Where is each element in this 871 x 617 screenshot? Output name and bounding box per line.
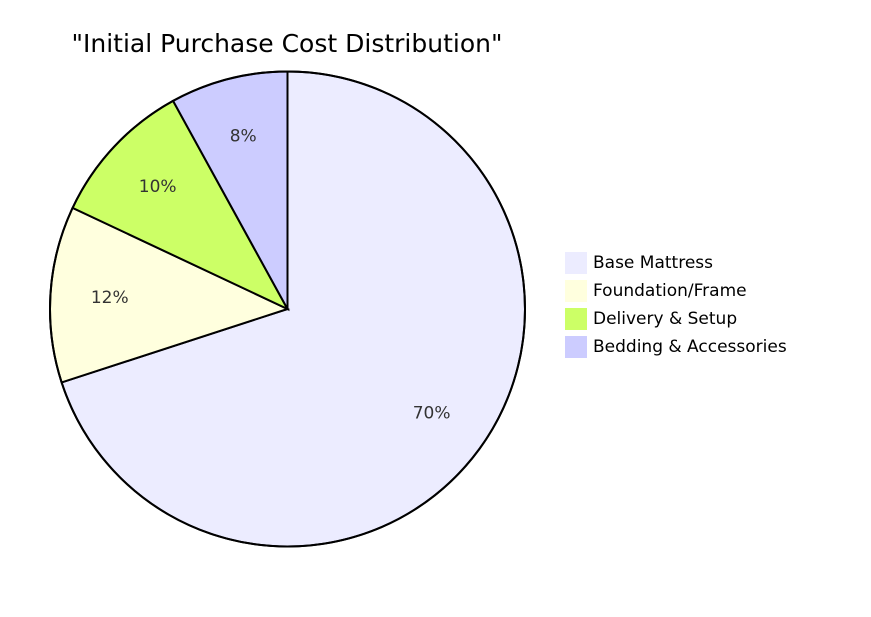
legend-swatch-base-mattress <box>565 252 587 274</box>
slice-label-foundation-frame: 12% <box>91 288 129 308</box>
legend-label-delivery-setup: Delivery & Setup <box>593 309 737 329</box>
slice-label-delivery-setup: 10% <box>139 177 177 197</box>
legend-item-delivery-setup: Delivery & Setup <box>565 308 737 330</box>
legend-swatch-delivery-setup <box>565 308 587 330</box>
legend-label-bedding-accessories: Bedding & Accessories <box>593 337 787 357</box>
legend-item-base-mattress: Base Mattress <box>565 252 713 274</box>
pie-slices <box>49 70 526 548</box>
legend-label-base-mattress: Base Mattress <box>593 253 713 273</box>
pie-outline <box>49 70 526 548</box>
legend-swatch-bedding-accessories <box>565 336 587 358</box>
slice-label-base-mattress: 70% <box>413 404 451 424</box>
legend: Base Mattress Foundation/Frame Delivery & … <box>565 252 787 358</box>
pie-slice-labels: 70% 12% 10% 8% <box>91 126 451 423</box>
legend-swatch-foundation-frame <box>565 280 587 302</box>
legend-label-foundation-frame: Foundation/Frame <box>593 281 747 301</box>
legend-item-bedding-accessories: Bedding & Accessories <box>565 336 787 358</box>
legend-item-foundation-frame: Foundation/Frame <box>565 280 747 302</box>
slice-label-bedding-accessories: 8% <box>230 126 257 146</box>
chart-title: "Initial Purchase Cost Distribution" <box>72 29 503 58</box>
